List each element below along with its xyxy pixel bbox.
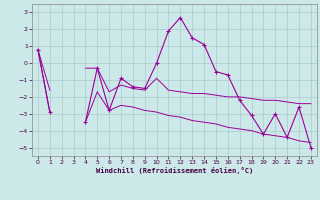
X-axis label: Windchill (Refroidissement éolien,°C): Windchill (Refroidissement éolien,°C) [96,167,253,174]
